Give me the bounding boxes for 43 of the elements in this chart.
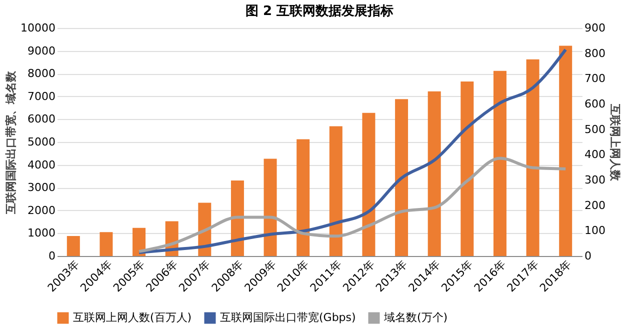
bar (493, 70, 506, 256)
bar (362, 112, 376, 256)
y2-tick-label: 500 (584, 122, 606, 136)
bar (132, 228, 146, 256)
bar (526, 59, 540, 256)
y-tick-label: 0 (48, 250, 56, 262)
y2-axis-title: 互联网上网人数 (608, 103, 622, 182)
y-tick-label: 10000 (20, 22, 56, 34)
legend-label: 域名数(万个) (383, 311, 448, 324)
y-tick-label: 1000 (28, 226, 56, 240)
y-tick-label: 9000 (28, 44, 56, 58)
y2-tick-label: 600 (584, 98, 606, 110)
bar (460, 81, 474, 256)
y-tick-label: 6000 (28, 112, 56, 126)
y-tick-label: 8000 (28, 67, 56, 80)
chart-title: 图 2 互联网数据发展指标 (245, 4, 394, 19)
y-tick-label: 5000 (28, 136, 56, 148)
y2-tick-label: 800 (584, 46, 606, 60)
bar (230, 180, 244, 256)
y2-tick-label: 900 (584, 22, 606, 34)
legend-label: 互联网国际出口带宽(Gbps) (220, 311, 356, 324)
bar (428, 91, 441, 256)
y2-tick-label: 0 (584, 250, 592, 262)
bar (329, 126, 342, 256)
y2-tick-label: 200 (584, 198, 606, 212)
bar (66, 236, 80, 256)
y-tick-label: 7000 (28, 90, 56, 103)
y-tick-label: 2000 (28, 204, 56, 217)
legend-label: 互联网上网人数(百万人) (73, 311, 192, 324)
y-tick-label: 4000 (28, 158, 56, 172)
bar (395, 99, 408, 256)
bar (100, 232, 113, 256)
bar (559, 46, 572, 256)
line-series (138, 48, 568, 254)
y2-tick-label: 700 (584, 72, 606, 86)
bar (296, 139, 310, 256)
y2-tick-label: 400 (584, 148, 606, 162)
y2-tick-label: 100 (584, 224, 606, 238)
y-tick-label: 3000 (28, 181, 56, 194)
y2-tick-label: 300 (584, 174, 606, 186)
line-series (138, 156, 568, 253)
y-axis-title: 互联网国际出口带宽、域名数 (4, 70, 18, 215)
bar (264, 158, 277, 256)
